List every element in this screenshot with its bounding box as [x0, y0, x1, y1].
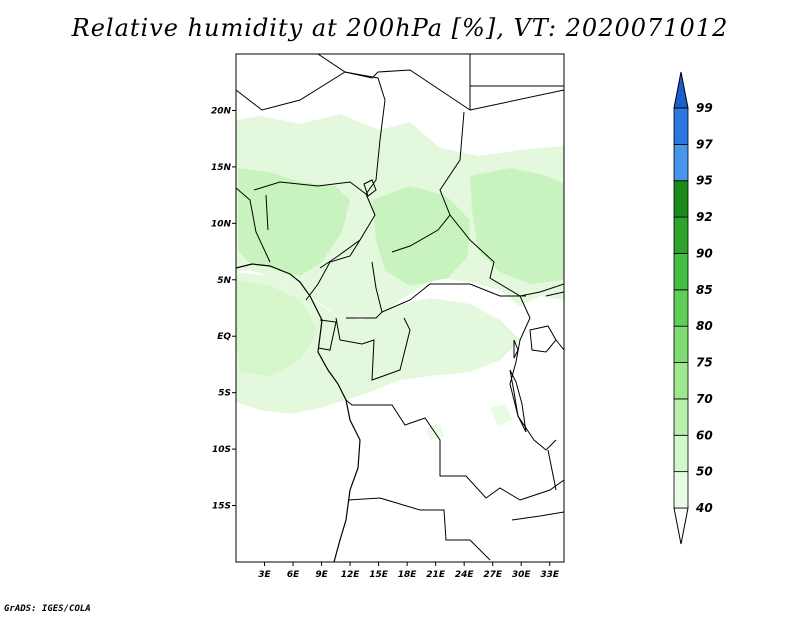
- colorbar-bin: [673, 434, 689, 473]
- lakes: [363, 179, 557, 491]
- colorbar-bin: [673, 216, 689, 254]
- border-angola-namibia: [347, 497, 491, 561]
- border-east-lakes: [509, 291, 564, 451]
- map-frame: [235, 53, 565, 563]
- lat-tick-label: 10N: [211, 219, 232, 229]
- colorbar-label: 40: [695, 501, 713, 515]
- lon-tick-label: 24E: [455, 570, 475, 580]
- colorbar-label: 85: [696, 283, 713, 297]
- border-nigeria-niger: [253, 181, 367, 195]
- colorbar-label: 99: [696, 101, 713, 115]
- humidity-field: [236, 114, 564, 440]
- colorbar-bin: [673, 289, 689, 327]
- colorbar-bin: [673, 107, 689, 145]
- humidity-patch-gulf: [236, 280, 318, 376]
- latitude-axis: 20N 15N 10N 5N EQ 5S 10S 15S: [211, 106, 236, 512]
- humidity-patch-east: [470, 168, 564, 284]
- colorbar-label: 60: [696, 428, 713, 442]
- lon-tick-label: 30E: [512, 570, 532, 580]
- colorbar-label: 92: [696, 210, 713, 224]
- humidity-patch-center: [372, 186, 470, 286]
- colorbar-bin: [673, 471, 689, 509]
- colorbar-upper-extension: [673, 71, 689, 109]
- lat-tick-label: 20N: [211, 106, 232, 116]
- colorbar-label: 95: [696, 174, 713, 188]
- lake-malawi: [547, 449, 557, 491]
- colorbar-bin: [673, 143, 689, 182]
- lake-tanganyika: [509, 369, 527, 433]
- border-sudan-car: [449, 85, 564, 297]
- chart-title: Relative humidity at 200hPa [%], VT: 202…: [71, 14, 729, 42]
- lon-tick-label: 3E: [258, 570, 271, 580]
- longitude-axis: 3E 6E 9E 12E 15E 18E 21E 24E 27E 30E 33E: [258, 562, 560, 580]
- footer-credit: GrADS: IGES/COLA: [4, 604, 91, 614]
- coastline: [236, 263, 361, 562]
- lat-tick-label: 15S: [212, 502, 231, 512]
- border-zambia-malawi: [511, 479, 564, 521]
- country-borders: [236, 54, 564, 561]
- border-west-coast: [236, 187, 271, 263]
- colorbar-label: 97: [696, 137, 713, 151]
- lon-tick-label: 12E: [341, 570, 361, 580]
- border-niger-libya: [317, 54, 471, 111]
- colorbar-label: 70: [696, 392, 713, 406]
- lat-tick-label: EQ: [217, 332, 231, 342]
- humidity-fleck-south-1: [490, 404, 512, 426]
- lon-tick-label: 18E: [398, 570, 418, 580]
- border-congo: [335, 317, 411, 381]
- border-drc-angola: [345, 399, 521, 501]
- colorbar-label: 80: [696, 319, 713, 333]
- lon-tick-label: 33E: [540, 570, 560, 580]
- colorbar-lower-extension: [673, 507, 689, 545]
- lake-albert: [513, 339, 519, 359]
- colorbar-bin: [673, 180, 689, 218]
- lat-tick-label: 10S: [212, 445, 231, 455]
- lon-tick-label: 15E: [369, 570, 389, 580]
- lake-chad: [363, 179, 377, 197]
- border-nigeria-cameroon: [305, 239, 361, 301]
- colorbar: 40 50 60 70 75 80 85 90 92 95 97 99: [673, 71, 713, 545]
- colorbar-label: 90: [696, 246, 713, 260]
- border-car-drc: [381, 283, 526, 313]
- lon-tick-label: 6E: [287, 570, 300, 580]
- lat-tick-label: 5N: [217, 276, 231, 286]
- border-gabon: [317, 319, 337, 351]
- lon-tick-label: 9E: [315, 570, 328, 580]
- lat-tick-label: 5S: [218, 389, 231, 399]
- lat-tick-label: 15N: [211, 163, 232, 173]
- lon-tick-label: 27E: [483, 570, 503, 580]
- lon-tick-label: 21E: [426, 570, 446, 580]
- colorbar-label: 50: [696, 465, 713, 479]
- colorbar-label: 75: [696, 356, 713, 370]
- colorbar-bin: [673, 362, 689, 400]
- border-chad-west: [319, 99, 386, 269]
- colorbar-bin: [673, 325, 689, 363]
- colorbar-bin: [673, 253, 689, 291]
- border-algeria-mali: [236, 71, 386, 111]
- humidity-band-southern: [236, 272, 520, 414]
- lake-victoria: [529, 325, 557, 353]
- colorbar-bin: [673, 398, 689, 436]
